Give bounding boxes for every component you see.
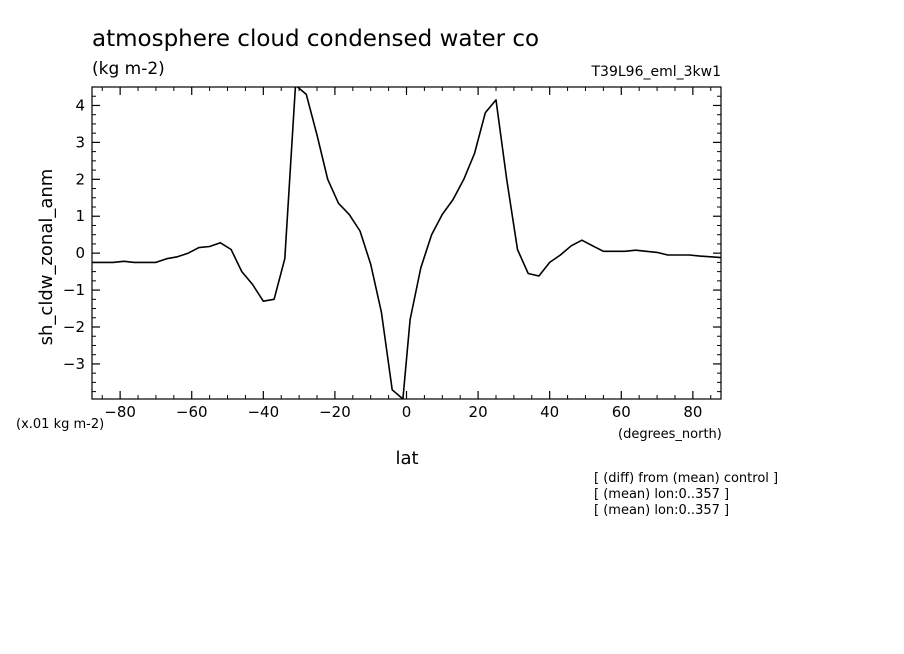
x-axis-units: (degrees_north) <box>618 427 722 442</box>
x-tick-label: 0 <box>402 403 412 421</box>
x-axis-label: lat <box>395 448 418 469</box>
y-tick-label: −1 <box>63 281 85 299</box>
y-tick-label: 4 <box>75 96 85 114</box>
chart-units: (kg m-2) <box>92 59 165 79</box>
x-tick-label: −40 <box>247 403 279 421</box>
note-line: [ (diff) from (mean) control ] <box>594 471 778 486</box>
y-axis-label: sh_cldw_zonal_anm <box>36 169 57 346</box>
x-tick-label: 80 <box>683 403 702 421</box>
y-tick-label: 1 <box>75 207 85 225</box>
x-tick-label: −20 <box>319 403 351 421</box>
x-tick-label: 60 <box>612 403 631 421</box>
y-tick-label: −3 <box>63 355 85 373</box>
x-tick-label: −80 <box>104 403 136 421</box>
y-tick-label: 2 <box>75 170 85 188</box>
y-tick-label: −2 <box>63 318 85 336</box>
chart-title: atmosphere cloud condensed water co <box>92 26 539 52</box>
y-tick-label: 0 <box>75 244 85 262</box>
note-line: [ (mean) lon:0..357 ] <box>594 503 729 518</box>
note-line: [ (mean) lon:0..357 ] <box>594 487 729 502</box>
y-tick-label: 3 <box>75 133 85 151</box>
series-line <box>92 87 721 399</box>
x-tick-label: 20 <box>469 403 488 421</box>
x-tick-label: −60 <box>176 403 208 421</box>
x-tick-label: 40 <box>540 403 559 421</box>
y-scale-note: (x.01 kg m-2) <box>16 417 104 432</box>
experiment-label: T39L96_eml_3kw1 <box>591 64 722 80</box>
plot-area: −80 −60 −40 −20 0 20 40 60 80 −3 −2 −1 0 1 2 3 4 <box>63 86 722 421</box>
